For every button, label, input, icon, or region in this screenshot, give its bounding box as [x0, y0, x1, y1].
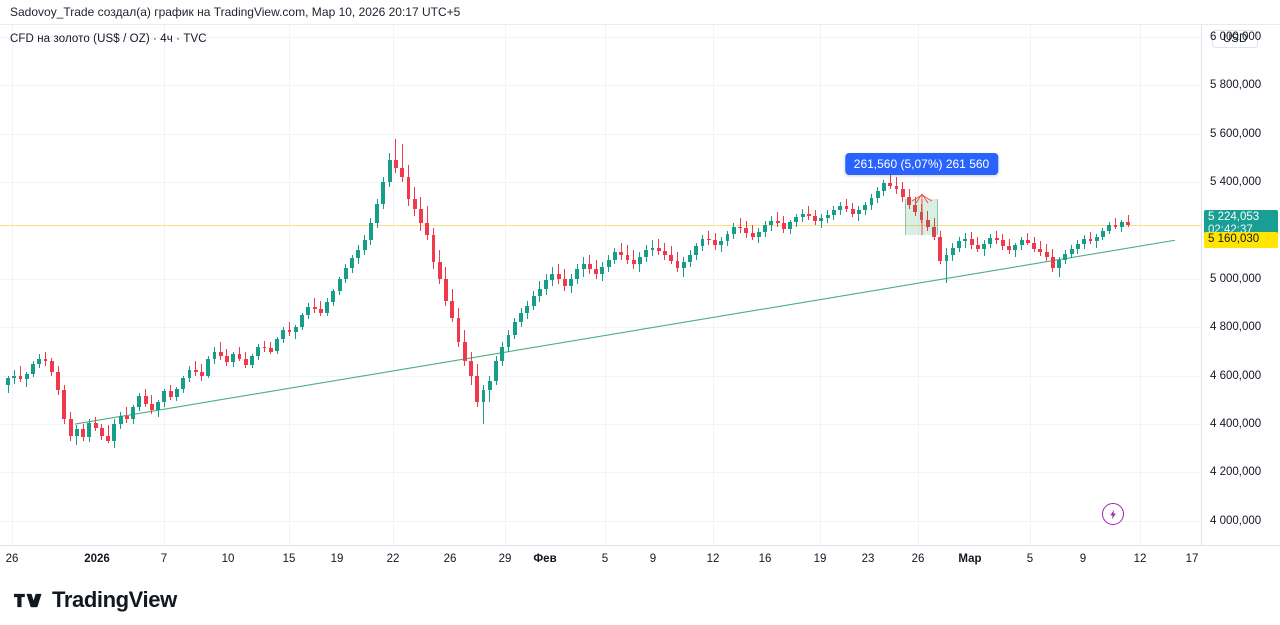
- gridline-horizontal: [0, 472, 1201, 474]
- time-axis-label: 10: [221, 553, 235, 565]
- time-axis-label: 17: [1185, 553, 1199, 565]
- attribution-bar: Sadovoy_Trade создал(а) график на Tradin…: [0, 0, 1280, 25]
- chart-pane[interactable]: 261,560 (5,07%) 261 560 CFD на золото (U…: [0, 25, 1202, 545]
- measure-arrow-icon: [911, 193, 932, 236]
- time-axis-label: 19: [813, 553, 827, 565]
- time-axis-label: 26: [911, 553, 925, 565]
- time-axis-label: 9: [649, 553, 657, 565]
- tradingview-logo-icon: [14, 593, 42, 607]
- gridline-vertical: [12, 25, 13, 545]
- price-axis-label: 5 000,000: [1210, 272, 1262, 285]
- price-axis-label: 4 000,000: [1210, 514, 1262, 527]
- time-axis-label: 7: [160, 553, 168, 565]
- price-axis-label: 5 600,000: [1210, 127, 1262, 140]
- time-axis-label: 9: [1079, 553, 1087, 565]
- time-axis-label: 26: [5, 553, 19, 565]
- time-axis[interactable]: 26 2026 7 10 15 19 22 26 29 Фев 5 9 12 16 19 23 26 Мар 5 9 1…: [0, 545, 1280, 573]
- time-axis-label: 29: [498, 553, 512, 565]
- price-axis-label: 5 800,000: [1210, 79, 1262, 92]
- price-axis-label: 4 200,000: [1210, 466, 1262, 479]
- footer-branding: TradingView: [0, 575, 1280, 625]
- gridline-horizontal: [0, 133, 1201, 135]
- legend-symbol-line: CFD на золото (US$ / OZ) · 4ч · TVC: [10, 33, 207, 45]
- gridline-horizontal: [0, 182, 1201, 184]
- chart-legend: CFD на золото (US$ / OZ) · 4ч · TVC: [10, 33, 207, 45]
- time-axis-label: 22: [386, 553, 400, 565]
- lightning-bolt-icon[interactable]: [1102, 503, 1124, 525]
- price-axis-label: 6 000,000: [1210, 31, 1262, 44]
- time-axis-label: 5: [601, 553, 609, 565]
- price-axis-label: 4 600,000: [1210, 369, 1262, 382]
- tradingview-wordmark: TradingView: [52, 587, 177, 612]
- time-axis-label: Фев: [533, 553, 557, 565]
- price-axis-label: 4 400,000: [1210, 418, 1262, 431]
- measure-tooltip: 261,560 (5,07%) 261 560: [844, 153, 999, 176]
- chart-frame: 261,560 (5,07%) 261 560 CFD на золото (U…: [0, 25, 1280, 545]
- candlestick-series: [0, 25, 1201, 545]
- time-axis-label: 2026: [84, 553, 110, 565]
- gridline-horizontal: [0, 520, 1201, 522]
- bolt-glyph: [1109, 509, 1116, 519]
- price-axis[interactable]: USD 5 224,053 02:42:37 5 160,030 6 000,0…: [1202, 25, 1280, 545]
- time-axis-label: 19: [330, 553, 344, 565]
- price-axis-label: 5 400,000: [1210, 176, 1262, 189]
- gridline-horizontal: [0, 85, 1201, 87]
- prev-close-badge: 5 160,030: [1204, 232, 1278, 248]
- time-axis-label: 12: [1133, 553, 1147, 565]
- time-axis-label: 5: [1026, 553, 1034, 565]
- time-axis-label: Мар: [958, 553, 982, 565]
- gridline-horizontal: [0, 37, 1201, 39]
- price-axis-label: 4 800,000: [1210, 321, 1262, 334]
- currency-chip: USD: [1212, 30, 1259, 48]
- last-price-value: 5 224,053: [1208, 210, 1260, 223]
- time-axis-label: 26: [443, 553, 457, 565]
- attribution-text: Sadovoy_Trade создал(а) график на Tradin…: [10, 5, 461, 19]
- last-price-line: [0, 224, 1201, 226]
- time-axis-label: 23: [861, 553, 875, 565]
- time-axis-label: 16: [758, 553, 772, 565]
- time-axis-label: 12: [706, 553, 720, 565]
- time-axis-label: 15: [282, 553, 296, 565]
